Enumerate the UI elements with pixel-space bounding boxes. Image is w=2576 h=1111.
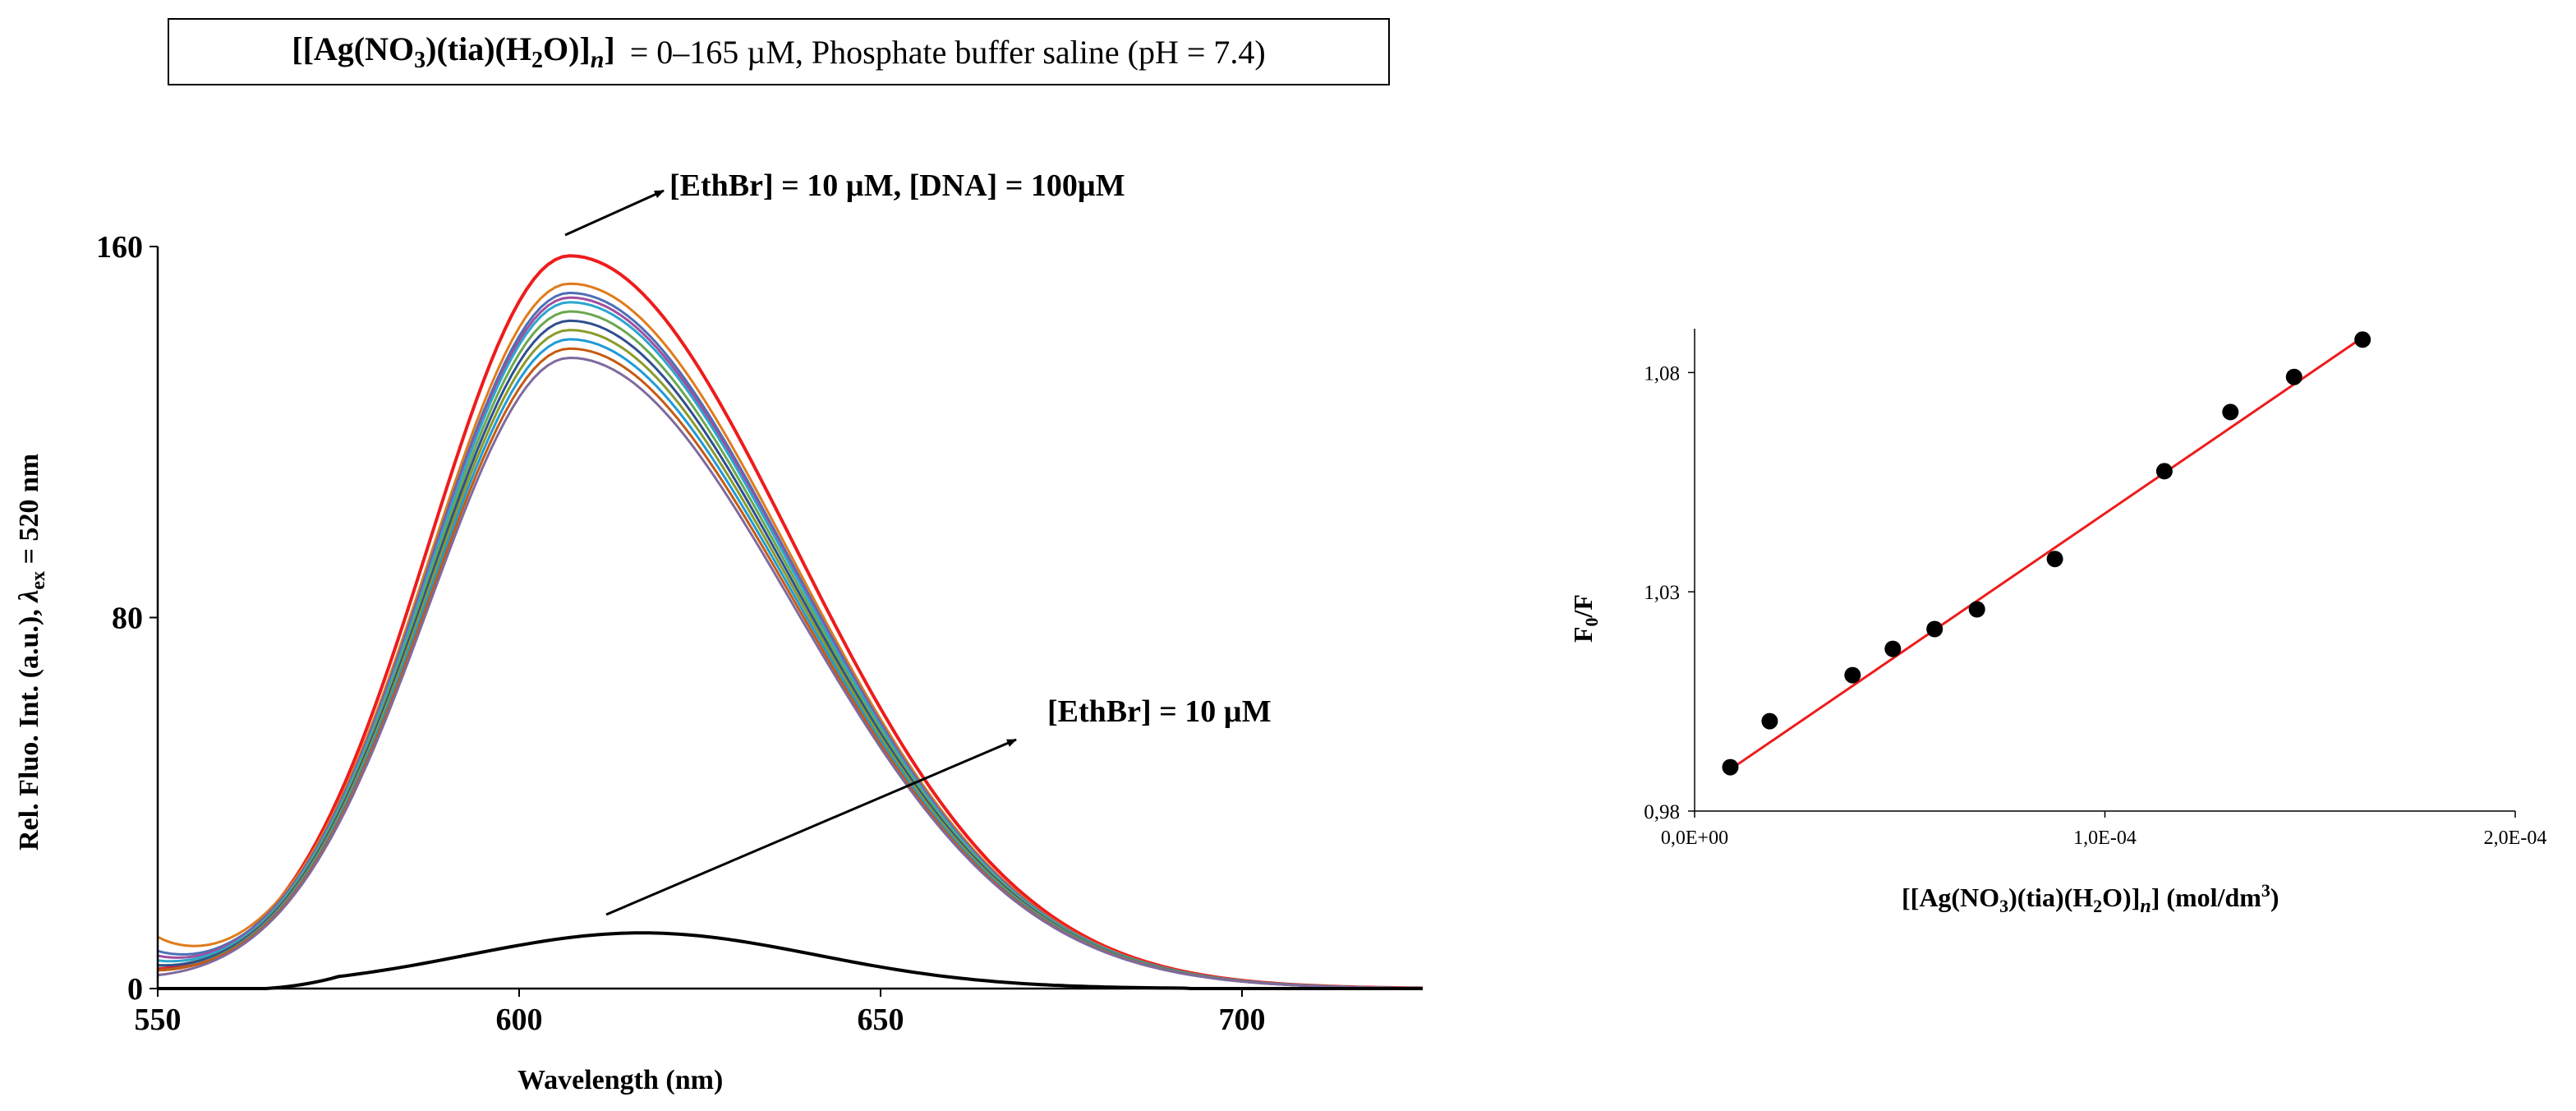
- data-point: [1926, 620, 1944, 638]
- spectrum-line-2: [157, 282, 1424, 989]
- data-point: [2222, 403, 2239, 421]
- spectrum-line-9: [157, 338, 1423, 989]
- data-point: [2354, 331, 2371, 348]
- right-x-axis-label: [[Ag(NO3)(tia)(H2O)]n] (mol/dm3): [1902, 880, 2279, 917]
- spectrum-line-1: [157, 254, 1424, 990]
- left-x-tick-label: 600: [496, 1003, 543, 1037]
- spectrum-line-10: [157, 347, 1423, 989]
- stern-volmer-plot: 0,0E+00 1,0E-04 2,0E-04 0,98 1,03 1,08 [[Ag(N…: [1568, 329, 2546, 917]
- complex-formula: [[Ag(NO3)(tia)(H2O)]n]: [292, 30, 615, 73]
- right-y-tick-label: 0,98: [1644, 801, 1680, 823]
- condition-text: = 0–165 µM, Phosphate buffer saline (pH …: [629, 33, 1266, 71]
- right-y-tick-label: 1,08: [1644, 362, 1680, 385]
- left-y-axis-label: Rel. Fluo. Int. (a.u.), λex = 520 nm: [14, 454, 49, 851]
- annotation-ethbr-dna: [EthBr] = 10 µM, [DNA] = 100µM: [669, 168, 1125, 203]
- data-point: [1968, 601, 1985, 618]
- spectrum-line-5: [157, 301, 1424, 989]
- spectrum-line-3: [157, 291, 1424, 989]
- right-x-tick-label: 1,0E-04: [2073, 827, 2137, 849]
- left-y-tick-label: 80: [112, 602, 143, 636]
- left-x-tick-label: 550: [135, 1003, 182, 1037]
- left-x-tick-label: 700: [1219, 1003, 1266, 1037]
- spectrum-line-4: [157, 296, 1424, 989]
- data-point: [2285, 368, 2302, 385]
- data-point: [1761, 712, 1778, 730]
- arrow-ethbr-dna: [564, 189, 665, 237]
- arrow-ethbr: [605, 738, 1017, 916]
- data-point: [2046, 551, 2063, 568]
- data-point: [1722, 758, 1739, 776]
- data-point: [1844, 666, 1861, 684]
- data-point: [1884, 640, 1902, 657]
- spectrum-line-8: [157, 329, 1423, 989]
- spectrum-line-7: [157, 319, 1424, 989]
- condition-box: [[Ag(NO3)(tia)(H2O)]n] = 0–165 µM, Phosp…: [168, 18, 1390, 85]
- emission-spectra-chart: 550 600 650 700 0 80 160 Wavelength (nm) Rel. …: [14, 168, 1424, 1095]
- left-y-tick-label: 160: [96, 230, 143, 265]
- spectrum-line-11: [157, 356, 1424, 989]
- left-y-tick-label: 0: [127, 972, 143, 1007]
- right-y-tick-label: 1,03: [1644, 582, 1680, 604]
- annotation-ethbr: [EthBr] = 10 µM: [1047, 694, 1272, 729]
- right-x-tick-label: 2,0E-04: [2484, 827, 2547, 849]
- left-x-axis-label: Wavelength (nm): [518, 1065, 723, 1095]
- right-y-axis-label: F0/F: [1568, 594, 1602, 643]
- left-x-tick-label: 650: [858, 1003, 904, 1037]
- linear-fit-line: [1729, 336, 2364, 771]
- data-point: [2155, 463, 2173, 480]
- right-x-tick-label: 0,0E+00: [1661, 827, 1728, 849]
- spectrum-line-6: [157, 310, 1424, 989]
